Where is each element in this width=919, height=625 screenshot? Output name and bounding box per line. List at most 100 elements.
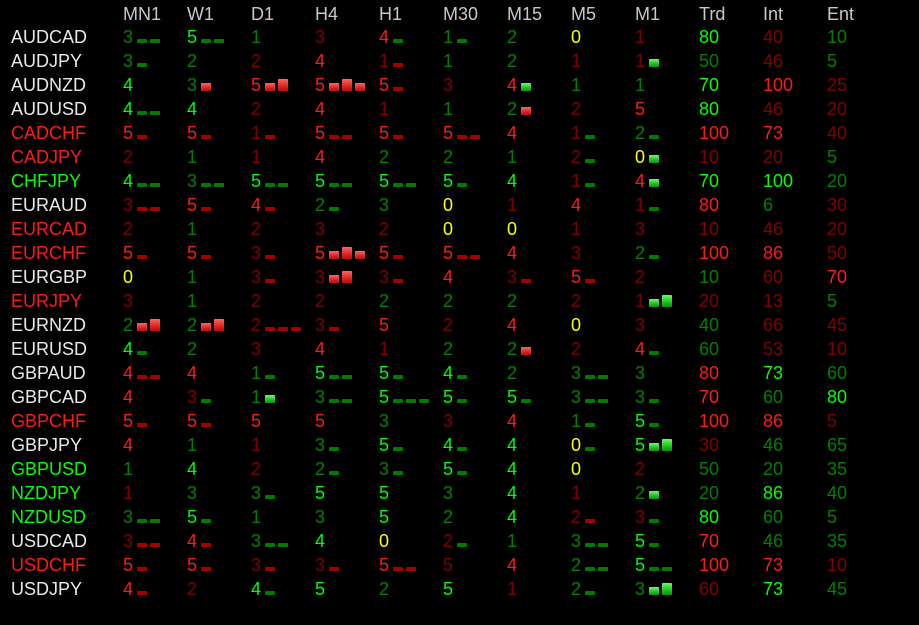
int-value: 73 (763, 123, 784, 143)
symbol-eurjpy[interactable]: EURJPY (11, 291, 83, 311)
symbol-gbpcad[interactable]: GBPCAD (11, 387, 88, 407)
symbol-audcad[interactable]: AUDCAD (11, 27, 88, 47)
trend-bar (329, 447, 339, 451)
cell-value: 4 (315, 51, 326, 71)
trend-bar (265, 395, 275, 403)
cell-value: 2 (507, 339, 518, 359)
cell-value: 2 (507, 291, 518, 311)
trend-bar (457, 447, 467, 451)
cell-value: 3 (187, 387, 198, 407)
cell-value: 3 (571, 387, 582, 407)
cell-value: 4 (507, 123, 518, 143)
symbol-eurnzd[interactable]: EURNZD (11, 315, 86, 335)
symbol-gbpaud[interactable]: GBPAUD (11, 363, 86, 383)
symbol-audjpy[interactable]: AUDJPY (11, 51, 83, 71)
cell-value: 2 (379, 291, 390, 311)
cell-value: 5 (187, 243, 198, 263)
cell-value: 1 (379, 51, 390, 71)
cell-value: 1 (443, 51, 454, 71)
ent-value: 30 (827, 195, 848, 215)
symbol-nzdjpy[interactable]: NZDJPY (11, 483, 82, 503)
cell-value: 3 (635, 363, 646, 383)
ent-value: 40 (827, 483, 848, 503)
cell-value: 0 (443, 219, 454, 239)
column-header-m15: M15 (507, 4, 543, 24)
cell-value: 5 (315, 363, 326, 383)
trend-bar (265, 183, 275, 187)
int-value: 66 (763, 315, 784, 335)
cell-value: 2 (315, 291, 326, 311)
cell-value: 3 (635, 219, 646, 239)
cell-value: 1 (571, 171, 582, 191)
trend-bar (585, 183, 595, 187)
symbol-cadchf[interactable]: CADCHF (11, 123, 86, 143)
cell-value: 2 (635, 267, 646, 287)
symbol-usdchf[interactable]: USDCHF (11, 555, 86, 575)
cell-value: 2 (571, 339, 582, 359)
cell-value: 1 (635, 75, 646, 95)
cell-value: 5 (123, 411, 134, 431)
trend-bar (521, 399, 531, 403)
trend-bar (457, 183, 467, 187)
symbol-euraud[interactable]: EURAUD (11, 195, 88, 215)
cell-value: 3 (315, 219, 326, 239)
column-header-d1: D1 (251, 4, 275, 24)
cell-value: 1 (443, 99, 454, 119)
symbol-nzdusd[interactable]: NZDUSD (11, 507, 86, 527)
trd-value: 100 (699, 243, 730, 263)
cell-value: 3 (251, 483, 262, 503)
column-header-mn1: MN1 (123, 4, 162, 24)
cell-value: 2 (443, 531, 454, 551)
trend-bar (598, 567, 608, 571)
cell-value: 4 (379, 27, 390, 47)
cell-value: 2 (635, 123, 646, 143)
symbol-eurusd[interactable]: EURUSD (11, 339, 88, 359)
cell-value: 5 (315, 75, 326, 95)
cell-value: 1 (251, 507, 262, 527)
cell-value: 2 (635, 459, 646, 479)
trend-bar (457, 399, 467, 403)
cell-value: 2 (187, 339, 198, 359)
cell-value: 5 (379, 363, 390, 383)
ent-value: 20 (827, 219, 848, 239)
symbol-chfjpy[interactable]: CHFJPY (11, 171, 82, 191)
trend-bar (329, 83, 339, 91)
int-value: 73 (763, 555, 784, 575)
trend-bar (278, 543, 288, 547)
symbol-audnzd[interactable]: AUDNZD (11, 75, 86, 95)
trend-bar (585, 399, 595, 403)
symbol-gbpusd[interactable]: GBPUSD (11, 459, 88, 479)
cell-value: 4 (443, 267, 454, 287)
cell-value: 5 (635, 531, 646, 551)
cell-value: 1 (635, 195, 646, 215)
symbol-eurcad[interactable]: EURCAD (11, 219, 88, 239)
cell-value: 0 (571, 459, 582, 479)
cell-value: 5 (507, 387, 518, 407)
cell-value: 2 (571, 291, 582, 311)
cell-value: 3 (635, 387, 646, 407)
cell-value: 0 (507, 219, 518, 239)
trend-bar (329, 183, 339, 187)
trend-bar (201, 543, 211, 547)
int-value: 86 (763, 483, 784, 503)
cell-value: 4 (123, 99, 134, 119)
cell-value: 1 (571, 123, 582, 143)
symbol-usdcad[interactable]: USDCAD (11, 531, 88, 551)
symbol-gbpchf[interactable]: GBPCHF (11, 411, 87, 431)
cell-value: 1 (251, 147, 262, 167)
cell-value: 2 (379, 219, 390, 239)
symbol-cadjpy[interactable]: CADJPY (11, 147, 83, 167)
symbol-eurchf[interactable]: EURCHF (11, 243, 86, 263)
symbol-gbpjpy[interactable]: GBPJPY (11, 435, 83, 455)
ent-value: 45 (827, 315, 848, 335)
cell-value: 3 (635, 315, 646, 335)
cell-value: 1 (379, 99, 390, 119)
cell-value: 5 (123, 123, 134, 143)
symbol-usdjpy[interactable]: USDJPY (11, 579, 83, 599)
cell-value: 4 (251, 195, 262, 215)
symbol-eurgbp[interactable]: EURGBP (11, 267, 88, 287)
trend-bar (137, 111, 147, 115)
cell-value: 1 (571, 51, 582, 71)
column-header-ent: Ent (827, 4, 855, 24)
symbol-audusd[interactable]: AUDUSD (11, 99, 88, 119)
